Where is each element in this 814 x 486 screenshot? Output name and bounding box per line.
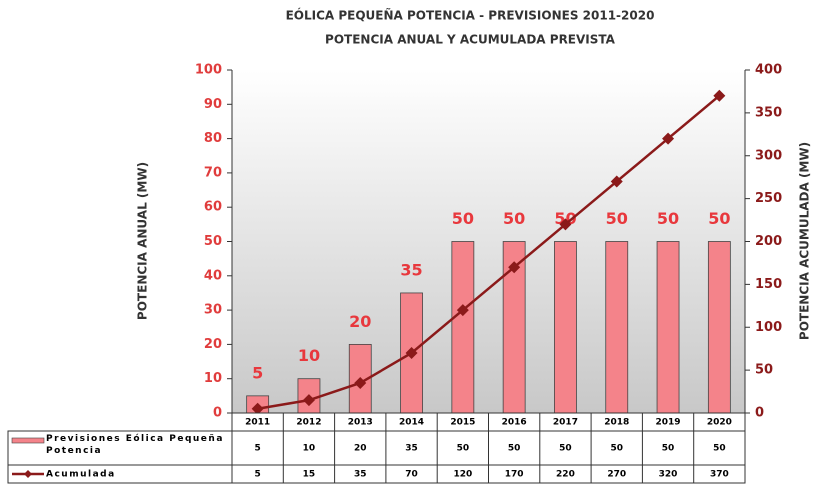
data-table: 2011 2012 2013 2014 2015 2016 2017 2018 2019 2020… xyxy=(7,412,746,484)
table-value: 50 xyxy=(610,444,623,454)
table-value: 120 xyxy=(453,470,472,480)
table-value: 35 xyxy=(405,444,418,454)
table-value: 220 xyxy=(556,470,575,480)
table-value: 270 xyxy=(607,470,626,480)
line-marker xyxy=(456,304,469,317)
table-value: 70 xyxy=(405,470,418,480)
x-tick-label: 2017 xyxy=(553,418,578,428)
table-value: 5 xyxy=(255,444,261,454)
bar xyxy=(554,241,577,414)
y-tick-label: 0 xyxy=(213,406,222,421)
table-value: 5 xyxy=(255,470,261,480)
y2-tick-label: 0 xyxy=(755,406,764,421)
y2-axis-label: POTENCIA ACUMULADA (MW) xyxy=(798,142,812,340)
bar xyxy=(605,241,629,414)
bar-value-label: 50 xyxy=(503,209,525,228)
table-value: 10 xyxy=(303,444,316,454)
y-tick-label: 100 xyxy=(195,63,222,78)
y-tick-label: 50 xyxy=(204,234,222,249)
x-tick-label: 2016 xyxy=(502,418,527,428)
line-marker xyxy=(713,89,726,102)
y2-tick-label: 300 xyxy=(755,148,782,163)
table-value: 20 xyxy=(354,444,367,454)
y-tick-label: 90 xyxy=(204,97,222,112)
x-tick-label: 2020 xyxy=(707,418,732,428)
table-frame xyxy=(7,430,746,484)
legend-label: Acumulada xyxy=(46,470,116,480)
y2-tick-label: 350 xyxy=(755,105,782,120)
chart-title: EÓLICA PEQUEÑA POTENCIA - PREVISIONES 20… xyxy=(286,8,655,23)
line-marker xyxy=(251,402,264,415)
bar-value-label: 5 xyxy=(252,363,263,382)
y-axis-label: POTENCIA ANUAL (MW) xyxy=(136,162,150,320)
line-marker xyxy=(302,394,315,407)
line-marker xyxy=(405,346,418,359)
line-marker xyxy=(610,175,623,188)
table-value: 50 xyxy=(713,444,726,454)
x-tick-label: 2013 xyxy=(348,418,373,428)
x-tick-label: 2011 xyxy=(245,418,270,428)
bar xyxy=(707,241,731,414)
bar-value-label: 50 xyxy=(708,209,730,228)
table-value: 170 xyxy=(505,470,524,480)
y2-tick-label: 50 xyxy=(755,363,773,378)
legend-marker xyxy=(24,470,32,478)
y-tick-label: 60 xyxy=(204,200,222,215)
table-value: 35 xyxy=(354,470,367,480)
bar-value-label: 10 xyxy=(298,346,320,365)
x-tick-label: 2012 xyxy=(296,418,321,428)
x-tick-label: 2014 xyxy=(399,418,424,428)
bar-value-label: 50 xyxy=(657,209,679,228)
table-value: 50 xyxy=(559,444,572,454)
y-tick-label: 80 xyxy=(204,131,222,146)
bar xyxy=(451,241,475,414)
table-value: 15 xyxy=(303,470,316,480)
bar xyxy=(656,241,680,414)
table-value: 50 xyxy=(508,444,521,454)
y2-tick-label: 100 xyxy=(755,320,782,335)
line-marker xyxy=(508,261,521,274)
legend-swatch xyxy=(11,437,45,444)
table-value: 50 xyxy=(457,444,470,454)
y-tick-label: 40 xyxy=(204,268,222,283)
y2-tick-label: 200 xyxy=(755,234,782,249)
x-tick-label: 2018 xyxy=(604,418,629,428)
table-value: 50 xyxy=(662,444,675,454)
y-tick-label: 70 xyxy=(204,165,222,180)
bar-value-label: 20 xyxy=(349,312,371,331)
table-value: 320 xyxy=(659,470,678,480)
line-marker xyxy=(662,132,675,145)
x-tick-label: 2019 xyxy=(656,418,681,428)
legend-label-box: Previsiones Eólica Pequeña Potencia xyxy=(46,434,224,456)
table-value: 370 xyxy=(710,470,729,480)
y2-tick-label: 150 xyxy=(755,277,782,292)
legend-label: Previsiones Eólica Pequeña Potencia xyxy=(46,434,224,456)
line xyxy=(257,94,721,410)
x-tick-label: 2015 xyxy=(450,418,475,428)
y-tick-label: 10 xyxy=(204,371,222,386)
line-marker xyxy=(354,376,367,389)
bar-value-label: 35 xyxy=(400,260,422,279)
chart-subtitle: POTENCIA ANUAL Y ACUMULADA PREVISTA xyxy=(325,33,616,47)
y-tick-label: 20 xyxy=(204,337,222,352)
y2-tick-label: 400 xyxy=(755,63,782,78)
bar-value-label: 50 xyxy=(606,209,628,228)
bar-value-label: 50 xyxy=(452,209,474,228)
y2-tick-label: 250 xyxy=(755,191,782,206)
line-marker xyxy=(559,218,572,231)
y-tick-label: 30 xyxy=(204,303,222,318)
